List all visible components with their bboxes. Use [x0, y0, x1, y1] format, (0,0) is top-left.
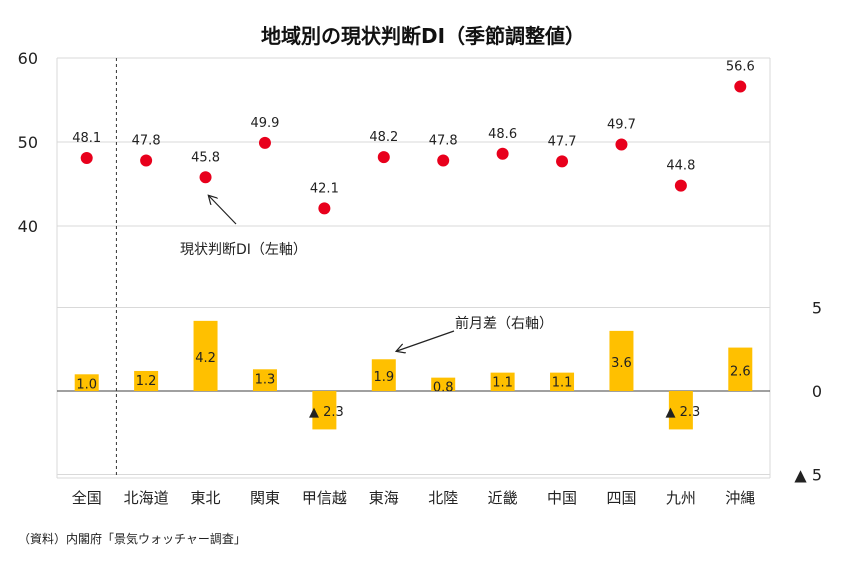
category-label: 甲信越 — [302, 489, 347, 507]
point-value-label: 49.9 — [250, 116, 279, 131]
left-tick-label: 50 — [18, 133, 38, 152]
annotation-left-axis: 現状判断DI（左軸） — [180, 242, 307, 258]
point-value-label: 44.8 — [666, 159, 695, 174]
bar-value-label: 2.6 — [730, 364, 751, 379]
data-point — [377, 151, 390, 164]
bar-value-label: ▲ 2.3 — [665, 405, 700, 420]
bar — [550, 372, 575, 391]
point-value-label: 47.7 — [548, 134, 577, 149]
data-point — [556, 155, 569, 168]
data-point — [674, 179, 687, 192]
category-label: 沖縄 — [725, 489, 755, 507]
bar-value-label: 1.2 — [136, 374, 157, 389]
left-tick-label: 60 — [18, 49, 38, 68]
left-tick-label: 40 — [18, 217, 38, 236]
bar — [74, 374, 99, 391]
data-point — [437, 154, 450, 167]
point-value-label: 49.7 — [607, 118, 636, 133]
bar — [668, 391, 693, 430]
data-point — [615, 138, 628, 151]
point-value-label: 48.1 — [72, 131, 101, 146]
category-label: 全国 — [72, 489, 102, 507]
annotation-right-arrow — [397, 330, 455, 351]
bar-value-label: 3.6 — [611, 356, 632, 371]
bar-series — [74, 320, 753, 430]
category-label: 北陸 — [428, 489, 458, 507]
bar-value-label: 1.0 — [76, 377, 97, 392]
category-label: 近畿 — [488, 489, 518, 507]
bar-value-label: 4.2 — [195, 351, 216, 366]
point-value-label: 47.8 — [132, 133, 161, 148]
category-label: 四国 — [606, 489, 636, 507]
bar-value-label: 1.3 — [255, 372, 276, 387]
category-label: 東北 — [191, 489, 221, 507]
category-label: 九州 — [666, 489, 696, 507]
data-point — [80, 151, 93, 164]
bar — [371, 359, 396, 391]
bar — [252, 369, 277, 391]
category-label: 東海 — [369, 489, 399, 507]
category-label: 中国 — [547, 489, 577, 507]
data-point — [199, 171, 212, 184]
data-point — [318, 202, 331, 215]
bar-value-label: ▲ 2.3 — [309, 405, 344, 420]
bar — [134, 370, 159, 391]
point-value-label: 42.1 — [310, 181, 339, 196]
annotation-right-axis: 前月差（右軸） — [455, 315, 553, 332]
bar — [312, 391, 337, 430]
data-point — [258, 136, 271, 149]
data-point — [496, 147, 509, 160]
right-tick-label: 0 — [812, 382, 822, 401]
bar-value-label: 1.9 — [373, 370, 394, 385]
bar — [609, 330, 634, 391]
bar — [193, 320, 218, 391]
bar-value-label: 0.8 — [433, 381, 454, 396]
data-point — [734, 80, 747, 93]
category-labels: 全国 北海道 東北 関東 甲信越 東海 北陸 近畿 中国 四国 九州 沖縄 — [72, 489, 756, 507]
data-point — [140, 154, 153, 167]
source-note: （資料）内閣府「景気ウォッチャー調査」 — [18, 532, 246, 546]
bar — [490, 372, 515, 391]
category-label: 関東 — [250, 489, 280, 507]
axes — [56, 58, 771, 479]
point-value-label: 45.8 — [191, 150, 220, 165]
bar — [728, 347, 753, 391]
point-value-label: 48.2 — [369, 130, 398, 145]
chart-title: 地域別の現状判断DI（季節調整値） — [261, 24, 585, 48]
annotation-left-arrow — [209, 196, 237, 225]
bar-value-label: 1.1 — [552, 376, 573, 391]
category-label: 北海道 — [124, 489, 169, 507]
gridlines — [57, 57, 770, 475]
point-value-label: 48.6 — [488, 127, 517, 142]
annotations: 現状判断DI（左軸） 前月差（右軸） — [180, 196, 553, 351]
point-value-label: 47.8 — [429, 133, 458, 148]
data-labels: 1.0 1.2 4.2 1.3 ▲ 2.3 1.9 0.8 1.1 1.1 3.6 ▲ 2.3 2.6… — [72, 60, 755, 421]
right-tick-label: 5 — [812, 299, 822, 318]
point-series — [80, 80, 747, 215]
bar — [431, 377, 456, 391]
bar-value-label: 1.1 — [492, 376, 513, 391]
point-value-label: 56.6 — [726, 60, 755, 75]
right-tick-label: ▲ 5 — [794, 466, 822, 485]
